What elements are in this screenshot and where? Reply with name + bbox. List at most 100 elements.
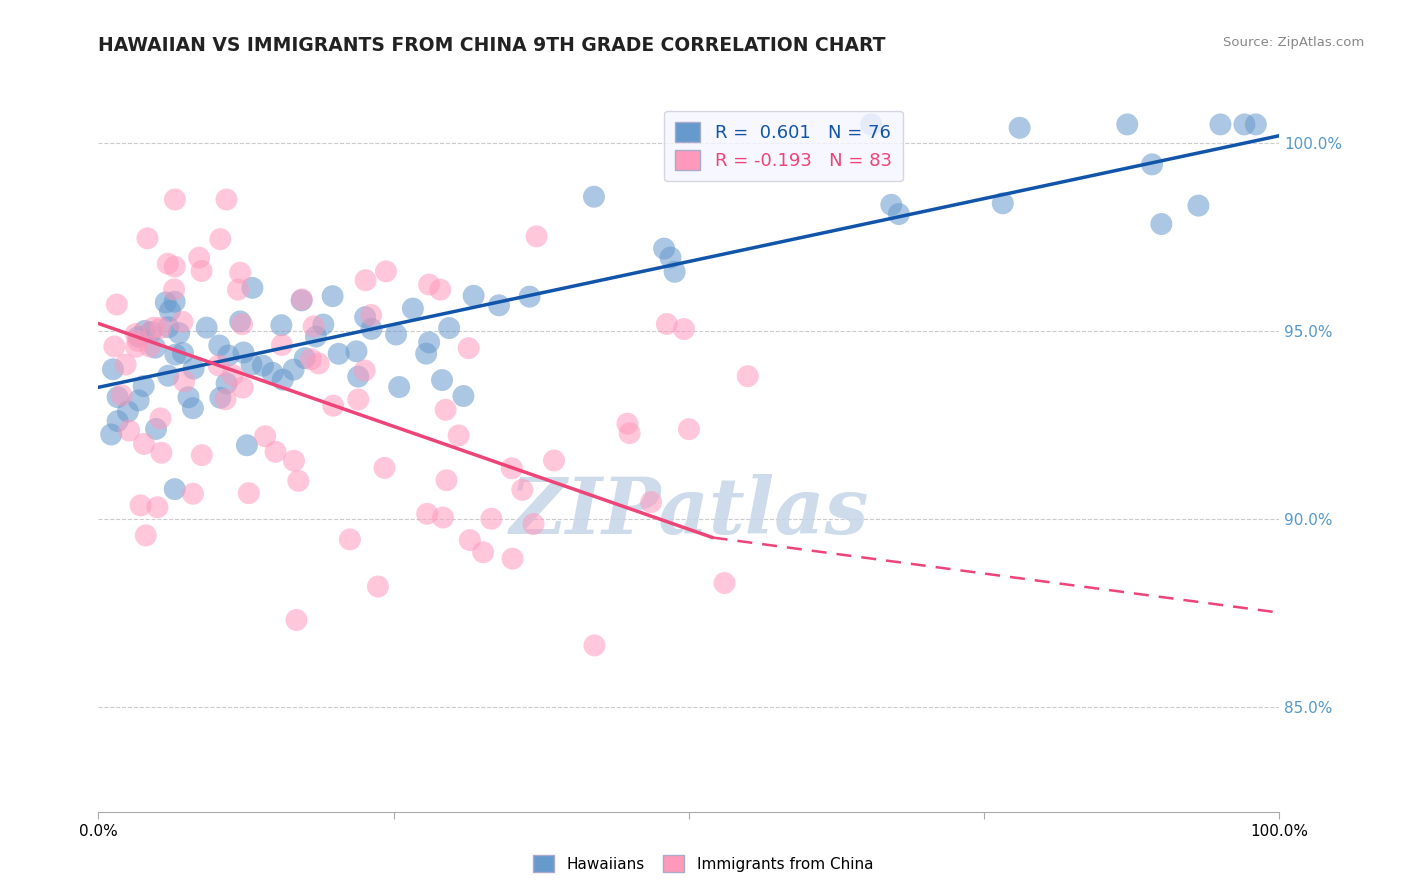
Point — [519, 290, 541, 304]
Point — [1209, 117, 1232, 131]
Point — [181, 486, 204, 500]
Point — [149, 321, 172, 335]
Point — [616, 417, 638, 431]
Point — [360, 322, 382, 336]
Point — [453, 389, 475, 403]
Point — [285, 613, 308, 627]
Point — [457, 341, 479, 355]
Point — [127, 334, 149, 348]
Point — [346, 344, 368, 359]
Point — [114, 358, 136, 372]
Point — [375, 264, 398, 278]
Point — [322, 289, 344, 303]
Point — [188, 251, 211, 265]
Point — [479, 512, 502, 526]
Point — [156, 257, 179, 271]
Point — [136, 231, 159, 245]
Point — [183, 361, 205, 376]
Text: ZIPatlas: ZIPatlas — [509, 474, 869, 550]
Point — [143, 341, 166, 355]
Point — [283, 454, 305, 468]
Text: HAWAIIAN VS IMMIGRANTS FROM CHINA 9TH GRADE CORRELATION CHART: HAWAIIAN VS IMMIGRANTS FROM CHINA 9TH GR… — [98, 36, 886, 54]
Point — [1244, 117, 1267, 131]
Point — [134, 324, 156, 338]
Point — [159, 304, 181, 318]
Point — [208, 359, 231, 373]
Point — [101, 362, 124, 376]
Point — [354, 273, 377, 287]
Point — [232, 345, 254, 359]
Point — [640, 495, 662, 509]
Point — [163, 482, 186, 496]
Legend: Hawaiians, Immigrants from China: Hawaiians, Immigrants from China — [526, 847, 880, 880]
Point — [270, 318, 292, 333]
Point — [308, 356, 330, 370]
Point — [388, 380, 411, 394]
Point — [672, 322, 695, 336]
Point — [502, 551, 524, 566]
Point — [287, 474, 309, 488]
Point — [418, 335, 440, 350]
Point — [415, 346, 437, 360]
Point — [149, 411, 172, 425]
Point — [991, 196, 1014, 211]
Point — [880, 198, 903, 212]
Point — [132, 437, 155, 451]
Point — [402, 301, 425, 316]
Point — [215, 193, 238, 207]
Point — [582, 190, 605, 204]
Point — [713, 576, 735, 591]
Point — [354, 310, 377, 325]
Point — [173, 374, 195, 388]
Point — [430, 373, 453, 387]
Point — [291, 293, 314, 307]
Point — [125, 326, 148, 341]
Point — [367, 580, 389, 594]
Point — [100, 427, 122, 442]
Point — [155, 295, 177, 310]
Point — [163, 193, 186, 207]
Point — [659, 251, 682, 265]
Point — [167, 326, 190, 340]
Point — [103, 339, 125, 353]
Point — [385, 327, 408, 342]
Point — [664, 265, 686, 279]
Point — [501, 461, 523, 475]
Point — [165, 348, 187, 362]
Point — [543, 453, 565, 467]
Point — [191, 448, 214, 462]
Point — [163, 282, 186, 296]
Point — [264, 445, 287, 459]
Point — [294, 351, 316, 365]
Point — [373, 461, 395, 475]
Point — [312, 318, 335, 332]
Point — [221, 368, 243, 383]
Point — [429, 283, 451, 297]
Point — [214, 392, 236, 407]
Point — [655, 317, 678, 331]
Point — [141, 325, 163, 339]
Point — [231, 317, 253, 331]
Point — [172, 315, 194, 329]
Point — [117, 404, 139, 418]
Point — [262, 366, 284, 380]
Point — [157, 368, 180, 383]
Point — [458, 533, 481, 548]
Point — [209, 232, 232, 246]
Point — [737, 369, 759, 384]
Point — [860, 117, 883, 131]
Point — [236, 438, 259, 452]
Point — [271, 373, 294, 387]
Point — [322, 399, 344, 413]
Point — [142, 320, 165, 334]
Point — [353, 363, 375, 377]
Point — [128, 330, 150, 344]
Point — [432, 510, 454, 524]
Point — [163, 260, 186, 274]
Point — [215, 376, 238, 391]
Point — [522, 516, 544, 531]
Point — [290, 293, 312, 308]
Point — [526, 229, 548, 244]
Point — [328, 347, 350, 361]
Text: Source: ZipAtlas.com: Source: ZipAtlas.com — [1223, 36, 1364, 49]
